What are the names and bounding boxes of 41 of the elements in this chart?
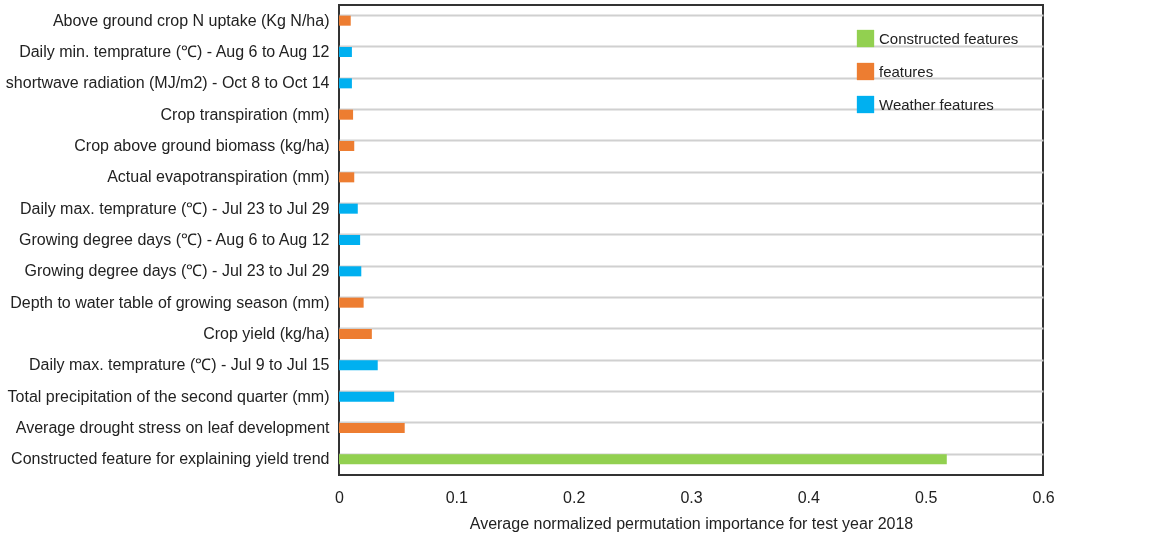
bar — [339, 266, 362, 277]
bar — [339, 46, 352, 58]
bar — [339, 172, 355, 183]
bar — [339, 15, 351, 26]
bar — [339, 328, 372, 340]
legend-label: Weather features — [879, 95, 994, 113]
y-tick-label: Constructed feature for explaining yield trend — [11, 450, 330, 468]
x-tick-label: 0.3 — [680, 488, 703, 506]
y-tick-label: Depth to water table of growing season (mm) — [10, 293, 330, 311]
x-tick-label: 0.6 — [1032, 488, 1055, 506]
bar — [339, 203, 358, 214]
x-tick-label: 0.4 — [797, 488, 821, 506]
y-tick-label: Average drought stress on leaf development — [15, 419, 331, 436]
bar — [339, 360, 378, 371]
y-tick-label: Growing degree days (℃) - Jul 23 to Jul 29 — [24, 262, 330, 280]
x-axis-title: Average normalized permutation importance for test year 2018 — [469, 514, 914, 532]
y-tick-label: Crop yield (kg/ha) — [203, 325, 330, 342]
y-tick-label: Growing degree days (℃) - Aug 6 to Aug 12 — [19, 231, 330, 248]
bar — [339, 454, 947, 465]
y-tick-label: Daily max. temprature (℃) - Jul 9 to Jul 15 — [28, 356, 330, 374]
y-tick-label: Daily min. temprature (℃) - Aug 6 to Aug 12 — [19, 43, 330, 60]
legend-label: Constructed features — [879, 29, 1019, 47]
x-tick-label: 0.1 — [445, 488, 469, 506]
bar — [339, 234, 361, 246]
x-tick-label: 0.2 — [563, 488, 586, 506]
x-tick-label: 0 — [335, 488, 345, 506]
y-tick-label: shortwave radiation (MJ/m2) - Oct 8 to Oct 14 — [5, 74, 330, 92]
legend-label: features — [879, 62, 934, 80]
y-tick-label: Crop transpiration (mm) — [160, 105, 330, 123]
y-tick-label: Daily max. temprature (℃) - Jul 23 to Jul 29 — [20, 199, 330, 217]
y-tick-label: Crop above ground biomass (kg/ha) — [74, 137, 330, 154]
bar — [339, 140, 355, 152]
bar — [339, 297, 364, 308]
bar — [339, 109, 354, 120]
bar — [339, 422, 405, 434]
bar — [339, 78, 352, 89]
y-tick-label: Total precipitation of the second quarter (mm) — [7, 387, 330, 405]
y-tick-label: Actual evapotranspiration (mm) — [107, 168, 330, 186]
y-tick-label: Above ground crop N uptake (Kg N/ha) — [52, 11, 330, 29]
bar — [339, 391, 395, 402]
x-tick-label: 0.5 — [915, 488, 938, 506]
